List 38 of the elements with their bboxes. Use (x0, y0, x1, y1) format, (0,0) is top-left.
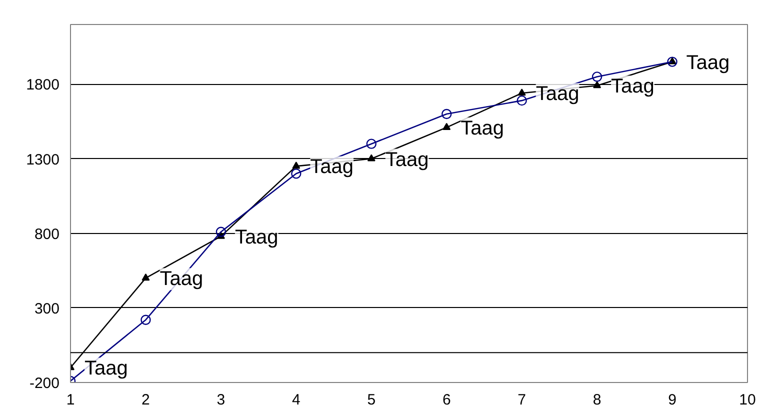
point (367, 154, 376, 162)
point (216, 226, 226, 237)
point (667, 56, 678, 67)
x-tick-label: 8 (592, 392, 602, 407)
point (366, 138, 376, 149)
point (518, 88, 526, 96)
x-tick-label: 10 (739, 392, 756, 407)
y-tick-label: 1800 (26, 76, 60, 94)
point (140, 314, 151, 325)
point (442, 122, 451, 130)
annotation: Taag (686, 52, 730, 74)
y-tick-label: -200 (29, 375, 60, 392)
point (593, 81, 602, 88)
annotation: Taag (460, 117, 504, 140)
point (292, 162, 300, 169)
annotation: Taag (84, 358, 128, 380)
x-tick-label: 6 (442, 392, 451, 407)
annotation: Taag (160, 268, 204, 290)
annotation: Taag (385, 148, 429, 171)
x-tick-label: 1 (66, 392, 75, 407)
y-tick-label: 300 (34, 300, 60, 318)
x-tick-label: 9 (668, 392, 676, 407)
annotation: Taag (536, 83, 580, 106)
annotation: Taag (611, 76, 654, 98)
point (142, 274, 150, 281)
point (592, 72, 602, 82)
annotation: Taag (310, 156, 354, 178)
x-tick-label: 3 (216, 392, 226, 407)
point (291, 168, 302, 179)
annotation: Taag (234, 226, 278, 248)
y-tick-label: 800 (34, 226, 60, 243)
y-tick-label: 1300 (26, 151, 60, 168)
x-tick-label: 4 (292, 392, 300, 407)
x-tick-label: 5 (367, 392, 376, 407)
point (516, 95, 527, 106)
x-tick-label: 2 (142, 392, 150, 407)
point (442, 108, 452, 120)
x-tick-label: 7 (518, 392, 526, 407)
